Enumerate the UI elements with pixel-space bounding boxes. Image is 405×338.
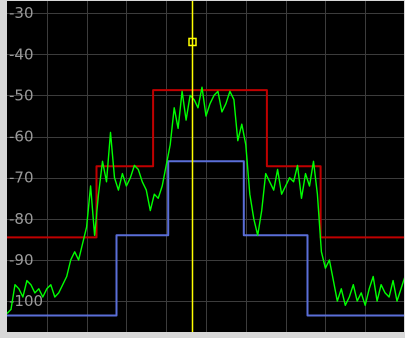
y-tick-label: -70 bbox=[9, 169, 34, 187]
y-tick-label: -80 bbox=[9, 210, 34, 228]
bottom-frame-strip bbox=[0, 332, 405, 338]
y-tick-label: -40 bbox=[9, 45, 34, 63]
limit-masks bbox=[7, 89, 405, 317]
upper-limit-line bbox=[7, 89, 405, 239]
y-tick-labels: -30 -40 -50 -60 -70 -80 -90 -100 bbox=[9, 4, 43, 310]
y-tick-label: -50 bbox=[9, 86, 34, 104]
spectrum-trace bbox=[6, 86, 405, 314]
marker-point bbox=[188, 37, 197, 47]
marker-layer bbox=[188, 0, 197, 332]
y-tick-label: -60 bbox=[9, 128, 34, 146]
left-frame-strip bbox=[0, 0, 7, 338]
y-tick-label: -30 bbox=[9, 4, 34, 22]
lower-limit-line bbox=[7, 160, 405, 317]
y-tick-label: -90 bbox=[9, 251, 34, 269]
trace-layer bbox=[6, 86, 405, 314]
y-tick-label: -100 bbox=[9, 292, 43, 310]
